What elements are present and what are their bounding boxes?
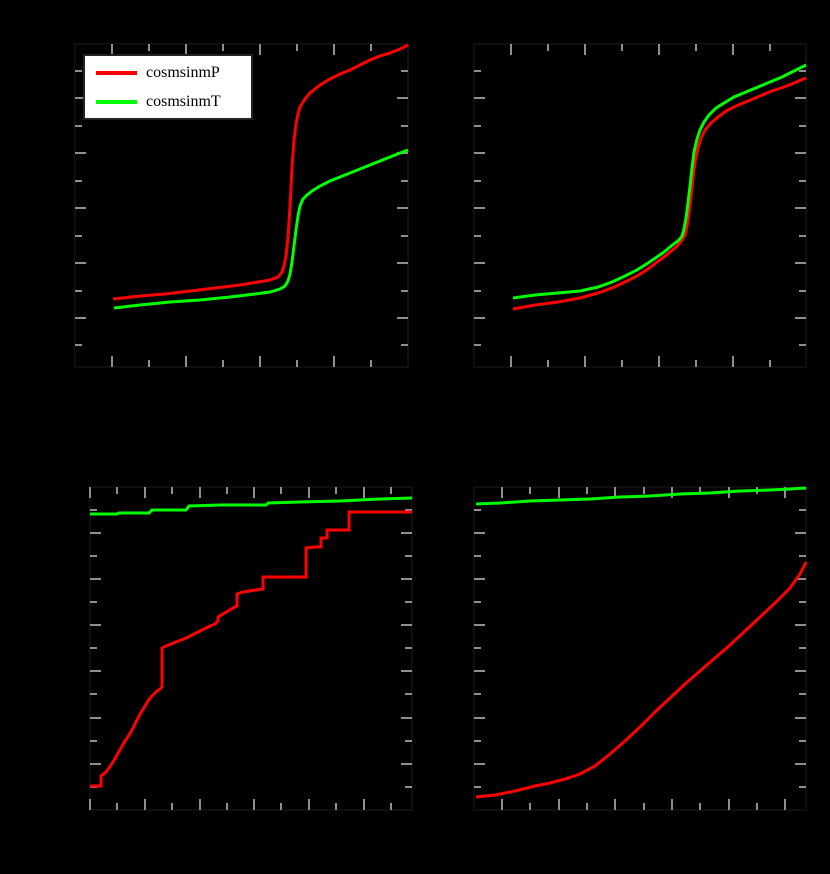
top-right-plot-frame: [473, 43, 807, 368]
legend-label: cosmsinmT: [146, 92, 221, 110]
top-right-curve-cosmsinmP: [512, 76, 807, 311]
top-left-plot-frame: [74, 43, 409, 368]
bottom-right-plot-frame: [473, 486, 807, 811]
top-left-curve-cosmsinmT: [113, 148, 409, 310]
panel-bottom-left: [89, 486, 413, 811]
bottom-right-curve-cosmsinmT: [475, 486, 807, 506]
panel-top-left: [74, 43, 409, 368]
bottom-right-tick-marks: [474, 487, 806, 810]
bottom-right-curve-cosmsinmP: [475, 561, 808, 799]
bottom-left-tick-marks: [89, 487, 412, 810]
bottom-left-curve-cosmsinmT: [90, 496, 413, 516]
top-right-tick-marks: [474, 44, 806, 367]
legend-label: cosmsinmP: [146, 63, 220, 81]
panel-top-right: [473, 43, 807, 368]
bottom-left-curve-cosmsinmP: [90, 510, 412, 788]
legend-item-cosmsinmT: cosmsinmT: [85, 89, 251, 115]
top-right-curve-cosmsinmT: [512, 63, 807, 300]
top-left-curve-cosmsinmP: [112, 43, 409, 301]
legend-item-cosmsinmP: cosmsinmP: [85, 60, 251, 86]
red-line-swatch: [96, 70, 137, 75]
green-line-swatch: [96, 99, 137, 104]
panel-bottom-right: [473, 486, 808, 811]
legend-box: cosmsinmP cosmsinmT: [83, 54, 253, 120]
bottom-left-plot-frame: [89, 486, 413, 811]
